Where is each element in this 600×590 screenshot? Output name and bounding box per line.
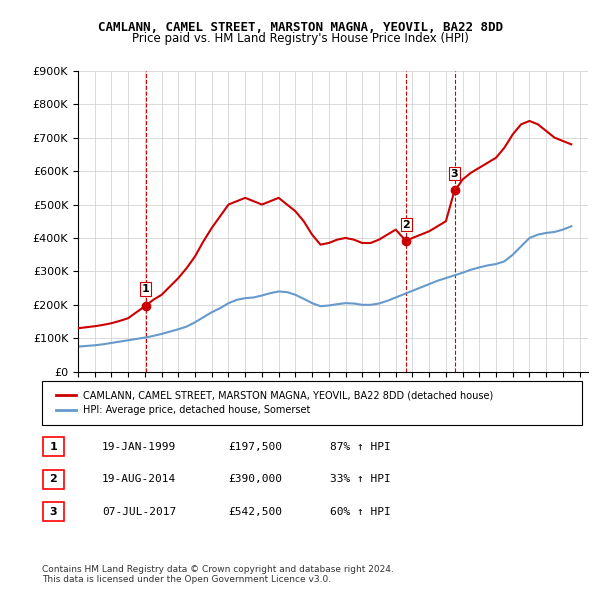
FancyBboxPatch shape	[43, 502, 64, 522]
Text: 2: 2	[403, 219, 410, 230]
Text: 33% ↑ HPI: 33% ↑ HPI	[330, 474, 391, 484]
Text: 3: 3	[451, 169, 458, 179]
Text: £197,500: £197,500	[228, 442, 282, 452]
Text: £390,000: £390,000	[228, 474, 282, 484]
Legend: CAMLANN, CAMEL STREET, MARSTON MAGNA, YEOVIL, BA22 8DD (detached house), HPI: Av: CAMLANN, CAMEL STREET, MARSTON MAGNA, YE…	[52, 386, 497, 419]
Text: 07-JUL-2017: 07-JUL-2017	[102, 507, 176, 517]
Text: 1: 1	[142, 284, 149, 294]
Text: 1: 1	[50, 442, 57, 452]
Text: Contains HM Land Registry data © Crown copyright and database right 2024.
This d: Contains HM Land Registry data © Crown c…	[42, 565, 394, 584]
Text: 3: 3	[50, 507, 57, 517]
Text: CAMLANN, CAMEL STREET, MARSTON MAGNA, YEOVIL, BA22 8DD: CAMLANN, CAMEL STREET, MARSTON MAGNA, YE…	[97, 21, 503, 34]
Text: 2: 2	[50, 474, 57, 484]
FancyBboxPatch shape	[42, 381, 582, 425]
Text: Price paid vs. HM Land Registry's House Price Index (HPI): Price paid vs. HM Land Registry's House …	[131, 32, 469, 45]
FancyBboxPatch shape	[43, 437, 64, 457]
Text: 60% ↑ HPI: 60% ↑ HPI	[330, 507, 391, 517]
Text: 19-JAN-1999: 19-JAN-1999	[102, 442, 176, 452]
Text: 19-AUG-2014: 19-AUG-2014	[102, 474, 176, 484]
Text: 87% ↑ HPI: 87% ↑ HPI	[330, 442, 391, 452]
FancyBboxPatch shape	[43, 470, 64, 489]
Text: £542,500: £542,500	[228, 507, 282, 517]
